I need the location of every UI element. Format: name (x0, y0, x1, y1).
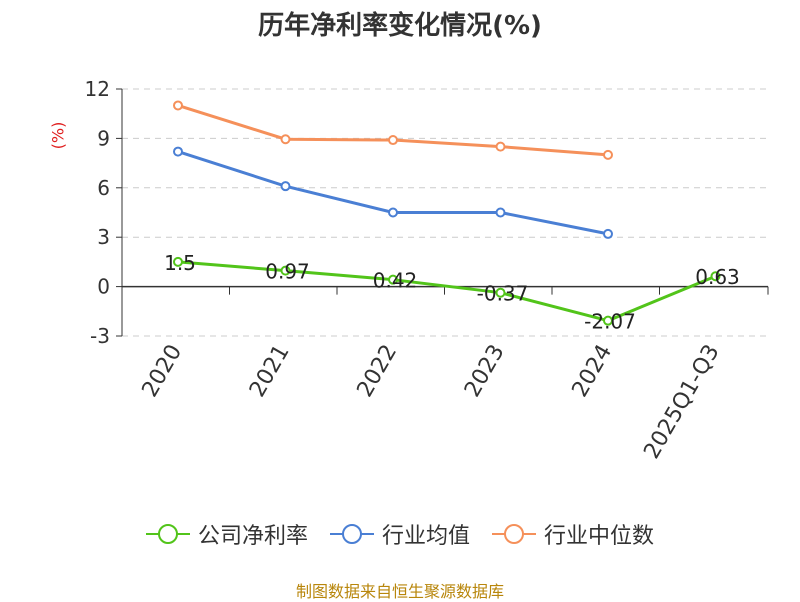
data-point (495, 207, 506, 218)
data-labels: 1.5 0.97 0.42 -0.37 -2.07 0.63 (164, 251, 740, 334)
data-point (388, 135, 398, 146)
data-point (710, 271, 721, 282)
y-tick-label: 12 (85, 77, 110, 101)
data-point (388, 274, 398, 285)
data-label: -0.37 (477, 282, 529, 306)
grid-lines (122, 88, 768, 337)
series-line (177, 104, 609, 157)
series-line (177, 260, 717, 323)
data-point (173, 100, 183, 111)
data-label: 0.42 (373, 269, 418, 293)
series-line (177, 150, 609, 236)
data-point (173, 256, 183, 267)
legend-label: 行业均值 (381, 524, 470, 549)
legend-item-industry-mean[interactable]: 行业均值 (329, 518, 470, 550)
y-tick-label: 9 (97, 126, 110, 150)
legend-item-industry-median[interactable]: 行业中位数 (492, 518, 654, 550)
y-tick-label: -3 (90, 324, 110, 348)
data-point (603, 315, 613, 326)
x-tick-label: 2023 (460, 341, 510, 402)
data-point (603, 149, 613, 160)
data-point (388, 207, 398, 218)
data-point (173, 146, 183, 157)
legend: 公司净利率 行业均值 行业中位数 (0, 518, 800, 550)
data-point (495, 141, 506, 152)
y-tick-label: 6 (97, 176, 110, 200)
data-point (280, 134, 291, 145)
data-source-note: 制图数据来自恒生聚源数据库 (295, 582, 504, 601)
data-point (603, 228, 613, 239)
legend-label: 公司净利率 (197, 524, 308, 549)
data-label: -2.07 (584, 310, 636, 334)
legend-item-company-net-margin[interactable]: 公司净利率 (145, 518, 308, 550)
legend-label: 行业中位数 (544, 524, 655, 549)
y-tick-label: 3 (97, 225, 110, 249)
x-tick-label: 2021 (245, 341, 295, 402)
data-point (280, 265, 291, 276)
chart-title: 历年净利率变化情况(%) (258, 11, 542, 41)
legend-marker-icon (145, 524, 190, 544)
series-lines (173, 100, 721, 326)
y-tick-label: 0 (97, 275, 110, 299)
x-tick-label: 2024 (568, 341, 618, 402)
legend-marker-icon (492, 524, 536, 544)
data-label: 1.5 (164, 251, 196, 275)
x-tick-label: 2020 (138, 341, 188, 402)
data-label: 0.97 (265, 260, 310, 284)
x-tick-label: 2025Q1-Q3 (639, 341, 724, 464)
data-point (280, 181, 291, 192)
legend-marker-icon (329, 524, 374, 544)
data-point (495, 287, 506, 298)
data-label: 0.63 (695, 265, 740, 289)
x-tick-label: 2022 (353, 341, 403, 402)
